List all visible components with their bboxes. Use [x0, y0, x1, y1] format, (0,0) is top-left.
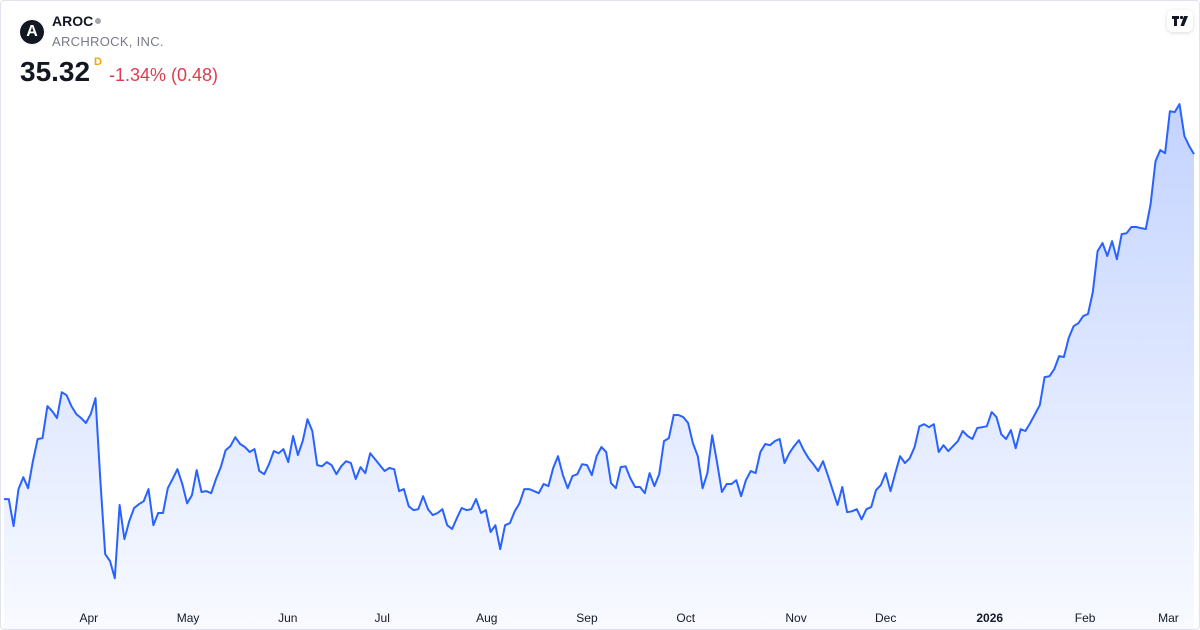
tradingview-logo[interactable]: [1167, 10, 1193, 32]
symbol[interactable]: AROC: [52, 13, 94, 29]
symbol-logo: A: [20, 20, 44, 44]
area-fill: [4, 104, 1194, 629]
company-name: ARCHROCK, INC.: [52, 34, 164, 49]
tradingview-icon: [1172, 15, 1188, 26]
price-line: [4, 103, 1195, 580]
last-price: 35.32: [20, 56, 91, 87]
price-change: -1.34% (0.48): [109, 65, 219, 85]
price-flag: D: [94, 56, 102, 68]
status-dot: [95, 18, 101, 24]
